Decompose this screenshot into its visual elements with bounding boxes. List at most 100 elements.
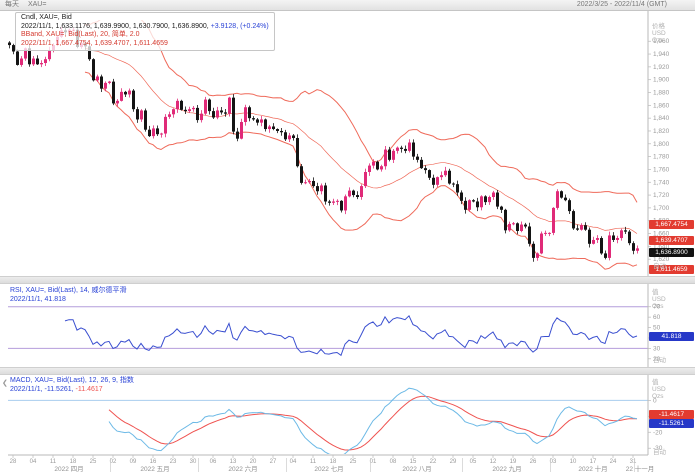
rsi-axis-header: 值 [652, 287, 659, 296]
candle-body [108, 81, 111, 83]
pane-divider-macd[interactable] [0, 367, 695, 375]
bollinger-lower-line [84, 71, 638, 270]
macd-value-badge: -11.5261 [649, 419, 694, 428]
candle-body [440, 175, 443, 178]
rsi-value-badge: 41.818 [649, 332, 694, 341]
candle-body [348, 190, 351, 197]
rsi-legend-value: 2022/11/1, 41.818 [10, 295, 66, 303]
candle-body [476, 201, 479, 208]
candle-body [512, 223, 515, 225]
candle-body [624, 230, 627, 232]
candle-body [372, 161, 375, 166]
candle-body [148, 129, 151, 137]
candle-body [364, 172, 367, 187]
candle-body [324, 185, 327, 202]
candle-body [240, 122, 243, 139]
rsi-tick-label: 70 [653, 304, 661, 311]
candle-body [528, 226, 531, 244]
day-tick-label: 11 [50, 459, 57, 465]
rsi-tick-label: 60 [653, 314, 661, 321]
autoscale-main-button[interactable]: 自动 [653, 263, 666, 270]
day-tick-label: 23 [170, 459, 177, 465]
rsi-level-lines [8, 306, 648, 349]
chart-title-bar: 每天 XAU= 2022/3/25 - 2022/11/4 (GMT) [0, 0, 695, 11]
candle-body [588, 229, 591, 244]
interval-label[interactable]: 每天 [5, 1, 19, 8]
candle-body [400, 147, 403, 149]
macd-axis-header: Ozs [652, 393, 664, 400]
price-tick-label: 1,700 [653, 205, 670, 212]
candle-body [12, 45, 15, 52]
candle-body [492, 192, 495, 197]
candle-body [308, 180, 311, 183]
candle-body [32, 58, 35, 65]
macd-signal-line [108, 395, 637, 451]
candle-body [580, 225, 583, 230]
day-tick-label: 25 [350, 459, 357, 465]
symbol-label[interactable]: XAU= [27, 1, 47, 8]
candle-body [472, 200, 475, 202]
day-tick-label: 08 [390, 459, 397, 465]
macd-axis-header: 值 [652, 377, 659, 386]
candle-body [396, 147, 399, 151]
day-tick-label: 01 [370, 459, 377, 465]
candle-body [404, 148, 407, 151]
candle-body [444, 170, 447, 176]
day-tick-label: 25 [90, 459, 97, 465]
candle-body [300, 166, 303, 183]
candle-body [540, 233, 543, 254]
day-tick-label: 22 [430, 459, 437, 465]
candle-body [224, 112, 227, 114]
day-tick-label: 10 [570, 459, 577, 465]
pane-divider-rsi[interactable] [0, 276, 695, 284]
candle-body [456, 184, 459, 193]
day-tick-label: 19 [510, 459, 517, 465]
macd-legend: MACD, XAU=, Bid(Last), 12, 26, 9, 指数 202… [10, 377, 134, 394]
macd-tick-label: -20 [653, 429, 663, 436]
candle-body [120, 91, 123, 101]
candle-body [600, 238, 603, 254]
candle-body [596, 238, 599, 240]
price-tick-label: 1,760 [653, 166, 670, 173]
candle-body [564, 197, 567, 201]
candle-body [136, 109, 139, 120]
candle-body [112, 81, 115, 104]
bband-legend-title: BBand, XAU=, Bid(Last), 20, 简单, 2.0 [21, 31, 140, 38]
month-label: 2022 七月 [314, 464, 343, 473]
candle-body [172, 109, 175, 115]
price-tick-label: 1,740 [653, 179, 670, 186]
candle-body [40, 63, 43, 65]
day-tick-label: 27 [270, 459, 277, 465]
candle-body [164, 116, 167, 134]
price-tick-label: 1,900 [653, 77, 670, 84]
candle-body [320, 185, 323, 192]
month-label: 22 十一月 [626, 464, 655, 473]
candle-body [524, 224, 527, 227]
price-axis-header: USD [652, 30, 666, 37]
candle-body [236, 131, 239, 139]
day-tick-label: 02 [110, 459, 117, 465]
day-tick-label: 06 [210, 459, 217, 465]
price-tick-label: 1,820 [653, 128, 670, 135]
candle-body [256, 119, 259, 123]
autoscale-rsi-button[interactable]: 自动 [653, 357, 666, 364]
rsi-tick-label: 30 [653, 345, 661, 352]
month-label: 2022 十月 [578, 464, 607, 473]
candle-body [468, 200, 471, 210]
candle-body [436, 177, 439, 185]
candle-body [216, 110, 219, 118]
collapse-pane-icon[interactable]: ❮ [2, 380, 8, 387]
candle-body [608, 235, 611, 258]
autoscale-macd-button[interactable]: 自动 [653, 449, 666, 456]
candle-body [268, 126, 271, 130]
day-tick-label: 31 [630, 459, 637, 465]
candle-body [36, 58, 39, 65]
candle-body [100, 76, 103, 89]
rsi-legend-title: RSI, XAU=, Bid(Last), 14, 威尔德平滑 [10, 287, 127, 294]
candle-body [264, 119, 267, 130]
candle-body [20, 58, 23, 65]
candle-body [352, 190, 355, 196]
last-price-badge: 1,636.8900 [649, 248, 694, 257]
